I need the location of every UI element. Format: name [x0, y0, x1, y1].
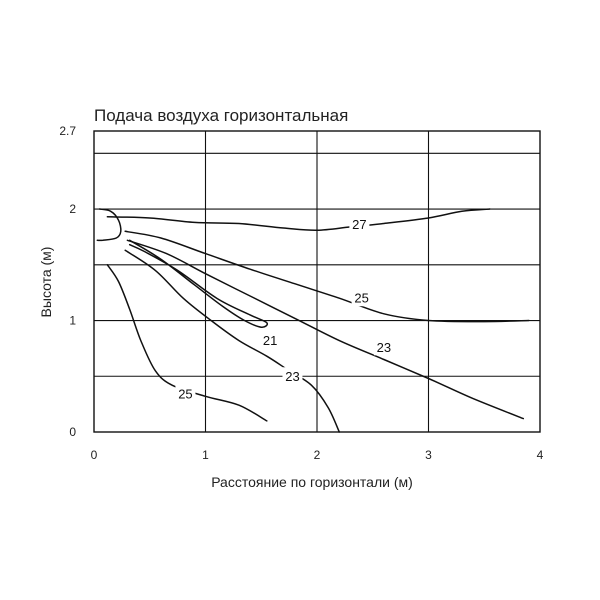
- isoline-label: 27: [352, 217, 366, 232]
- isoline-labels: 27 25 23 21 23 25: [175, 215, 394, 403]
- x-tick-label: 3: [425, 448, 432, 462]
- isoline-label: 21: [263, 333, 277, 348]
- isoline-label: 25: [178, 387, 192, 402]
- y-tick-label: 2: [69, 202, 76, 216]
- isoline-23-4: [124, 249, 341, 433]
- isolines: [96, 208, 530, 433]
- isoline-21-3: [128, 239, 269, 328]
- isoline-label-bg: [351, 289, 372, 307]
- isoline-outlet-6: [96, 208, 122, 242]
- x-tick-label: 4: [537, 448, 544, 462]
- x-tick-label: 1: [202, 448, 209, 462]
- y-tick-label: 0: [69, 425, 76, 439]
- y-tick-labels: 0 1 2 2.7: [59, 124, 76, 439]
- grid: [94, 131, 540, 432]
- isoline-label: 23: [285, 369, 299, 384]
- isoline-label-bg: [349, 215, 370, 233]
- isoline-label: 25: [354, 291, 368, 306]
- x-tick-label: 0: [91, 448, 98, 462]
- isoline-label-bg: [282, 367, 303, 385]
- isoline-label-bg: [260, 331, 281, 349]
- x-tick-label: 2: [314, 448, 321, 462]
- isoline-25-5: [106, 264, 268, 422]
- chart-title: Подача воздуха горизонтальная: [94, 106, 348, 125]
- isoline-label: 23: [377, 340, 391, 355]
- y-tick-label: 2.7: [59, 124, 76, 138]
- y-axis-label: Высота (м): [38, 247, 54, 318]
- isoline-25-1: [124, 230, 530, 323]
- isoline-27-0: [106, 208, 491, 231]
- x-tick-labels: 0 1 2 3 4: [91, 448, 544, 462]
- isoline-23-2: [126, 239, 525, 420]
- plot-frame: [93, 130, 541, 433]
- x-axis-label: Расстояние по горизонтали (м): [211, 474, 413, 490]
- y-tick-label: 1: [69, 314, 76, 328]
- isoline-label-bg: [175, 385, 196, 403]
- isoline-label-bg: [373, 338, 394, 356]
